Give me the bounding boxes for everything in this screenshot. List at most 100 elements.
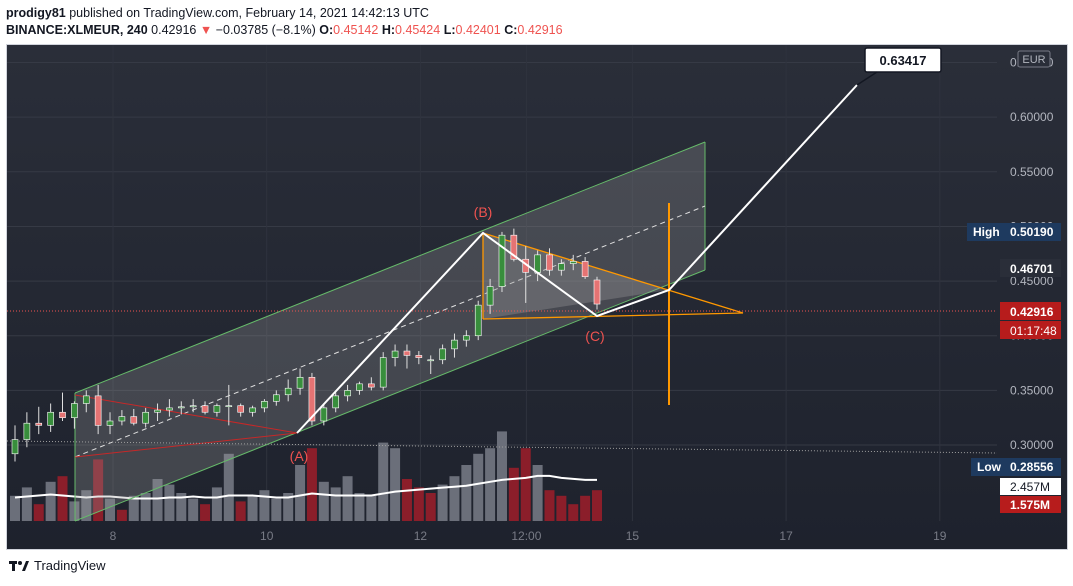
high-badge-label: High — [973, 225, 1000, 239]
candle — [261, 399, 268, 413]
candle — [23, 412, 31, 448]
low-value: 0.42401 — [455, 23, 501, 37]
y-tick-label: 0.60000 — [1010, 110, 1054, 124]
volume-bar — [449, 476, 460, 521]
volume-bar — [556, 495, 567, 521]
volume-bar — [259, 490, 270, 521]
author-name[interactable]: prodigy81 — [6, 6, 66, 20]
low-price-line — [6, 440, 998, 454]
volume-bar — [473, 453, 484, 521]
volume-bar — [211, 487, 222, 521]
volume-bar — [295, 465, 306, 521]
candle — [118, 410, 126, 426]
orange-triangle-fill[interactable] — [483, 233, 669, 319]
volume-bar — [425, 493, 436, 521]
chart-header: prodigy81 published on TradingView.com, … — [6, 5, 563, 39]
candle — [59, 392, 66, 421]
brand-name[interactable]: TradingView — [34, 558, 106, 573]
x-tick-label: 12 — [414, 529, 428, 543]
volume-bar — [140, 493, 151, 521]
wave-label-b: (B) — [474, 204, 493, 220]
target-callout[interactable]: 0.63417 — [856, 47, 942, 86]
currency-label: EUR — [1022, 54, 1045, 66]
x-tick-label: 12:00 — [511, 529, 541, 543]
volume-bar — [69, 501, 80, 521]
volume-bar — [283, 493, 294, 521]
candle — [344, 384, 351, 402]
volume-bar — [378, 442, 389, 521]
volume-bar — [401, 479, 412, 521]
volume-badge: 1.575M — [1000, 496, 1061, 513]
volume-ma-badge: 2.457M — [1000, 478, 1061, 495]
channel-upper-line[interactable] — [74, 141, 706, 394]
volume-bar — [580, 495, 591, 521]
high-price-badge: High 0.50190 — [967, 223, 1061, 241]
volume-bar — [568, 504, 579, 521]
tradingview-logo-icon[interactable] — [8, 559, 30, 573]
volume-bar — [318, 481, 329, 521]
ascending-channel[interactable] — [75, 142, 705, 521]
volume-bar — [200, 504, 211, 521]
candle — [273, 390, 280, 406]
symbol-line: BINANCE:XLMEUR, 240 0.42916 ▼ −0.03785 (… — [6, 22, 563, 39]
volume-bar — [366, 495, 377, 521]
volume-bar — [437, 484, 448, 521]
y-tick-label: 0.35000 — [1010, 383, 1054, 397]
orange-triangle-bottom[interactable] — [482, 312, 744, 320]
candle — [189, 399, 197, 413]
time-axis[interactable]: 8 10 12 12:00 15 17 19 — [110, 529, 947, 543]
candle — [249, 405, 256, 417]
wave-label-c: (C) — [585, 328, 604, 344]
candle — [71, 401, 78, 429]
current-price-value: 0.42916 — [1010, 305, 1054, 319]
candle — [94, 384, 102, 435]
open-label: O: — [319, 23, 334, 37]
candle — [391, 344, 399, 367]
candle — [154, 403, 161, 421]
chart-panel[interactable]: (A) (B) (C) 0.63417 0.650000.600000.5500… — [6, 44, 1068, 550]
candle — [474, 300, 482, 341]
candle — [569, 254, 577, 271]
candle — [451, 333, 458, 358]
volume-bar — [520, 448, 531, 521]
price-chart[interactable]: (A) (B) (C) 0.63417 0.650000.600000.5500… — [6, 45, 1067, 549]
candle — [47, 403, 54, 432]
volume-bars — [10, 431, 602, 521]
candle — [11, 425, 19, 462]
volume-bar — [188, 498, 199, 521]
volume-bar — [354, 493, 365, 521]
y-tick-label: 0.30000 — [1010, 438, 1054, 452]
last-price: 0.42916 — [151, 23, 197, 37]
x-tick-label: 10 — [260, 529, 274, 543]
projection-path[interactable] — [296, 84, 858, 434]
candle — [130, 408, 138, 426]
volume-bar — [116, 509, 127, 521]
candle — [368, 377, 375, 391]
channel-lower-line[interactable] — [74, 269, 706, 522]
volume-bar — [81, 490, 92, 521]
volume-bar — [413, 487, 424, 521]
candle — [332, 392, 339, 413]
volume-bar — [485, 448, 496, 521]
target-price-label: 0.63417 — [880, 53, 927, 68]
orange-triangle-top[interactable] — [482, 232, 744, 314]
currency-badge[interactable]: EUR — [1017, 50, 1051, 68]
volume-bar — [508, 467, 519, 521]
mark-price-value: 0.46701 — [1010, 262, 1054, 276]
volume-bar — [45, 481, 56, 521]
candle — [498, 231, 506, 293]
volume-bar — [164, 484, 175, 521]
candle — [593, 276, 601, 310]
mark-price-badge: 0.46701 — [1000, 259, 1061, 277]
volume-ma-value: 2.457M — [1010, 480, 1050, 494]
volume-bar — [223, 453, 234, 521]
publish-text: published on TradingView.com, February 1… — [69, 6, 429, 20]
x-tick-label: 8 — [110, 529, 117, 543]
candle — [463, 330, 470, 347]
candle — [403, 344, 411, 369]
candle — [486, 278, 494, 314]
candle — [166, 399, 173, 417]
current-price-badge: 0.42916 01:17:48 — [1000, 302, 1061, 339]
volume-bar — [544, 490, 555, 521]
volume-bar — [390, 448, 401, 521]
